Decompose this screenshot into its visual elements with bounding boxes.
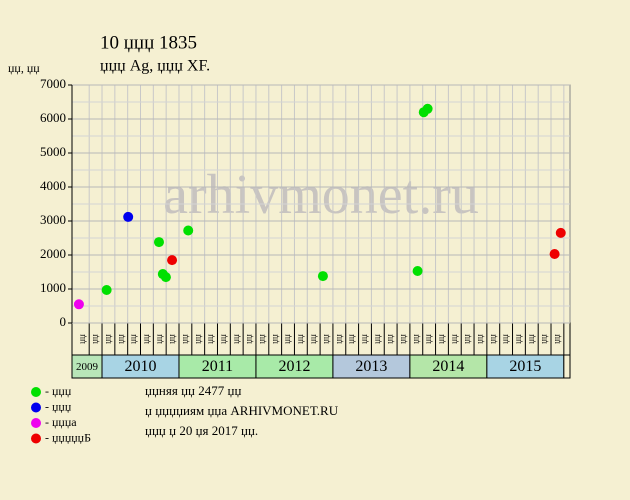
month-label: џџ [244,334,254,344]
y-axis-label: џџ, џџ [8,61,40,75]
data-point [73,299,84,310]
data-point [422,103,433,114]
legend-label: - џџџџџБ [45,430,91,444]
month-label: џџ [551,334,561,344]
legend-marker [31,387,41,397]
month-label: џџ [269,334,279,344]
data-point [183,225,194,236]
chart-subtitle: џџџ Ag, џџџ XF. [100,58,210,75]
year-label: 2010 [125,358,157,375]
y-tick-label: 5000 [40,144,66,159]
month-label: џџ [205,334,215,344]
y-tick-label: 1000 [40,280,66,295]
y-tick-label: 6000 [40,110,66,125]
month-label: џџ [449,334,459,344]
month-label: џџ [231,334,241,344]
note: џ џџџџиям џџа ARHIVMONET.RU [145,403,339,418]
data-point [101,285,112,296]
month-label: џџ [308,334,318,344]
month-label: џџ [410,334,420,344]
month-label: џџ [282,334,292,344]
month-label: џџ [128,334,138,344]
month-label: џџ [398,334,408,344]
note: џџняя џџ 2477 џџ [145,383,241,398]
data-point [167,255,178,266]
month-label: џџ [513,334,523,344]
month-label: џџ [256,334,266,344]
year-label: 2014 [432,358,464,375]
month-label: џџ [436,334,446,344]
month-label: џџ [462,334,472,344]
legend-label: - џџџа [45,415,77,429]
year-label: 2015 [509,358,541,375]
y-tick-label: 0 [60,314,67,329]
y-tick-label: 2000 [40,246,66,261]
data-point [160,272,171,283]
data-point [412,265,423,276]
month-label: џџ [295,334,305,344]
year-label: 2009 [76,361,99,373]
month-label: џџ [487,334,497,344]
month-label: џџ [500,334,510,344]
note: џџџ џ 20 џя 2017 џџ. [145,423,258,438]
month-label: џџ [192,334,202,344]
month-label: џџ [218,334,228,344]
data-point [317,271,328,282]
month-label: џџ [141,334,151,344]
data-point [555,227,566,238]
year-band-tail [563,354,571,379]
data-point [549,248,560,259]
month-label: џџ [372,334,382,344]
month-label: џџ [90,334,100,344]
month-label: џџ [359,334,369,344]
month-label: џџ [423,334,433,344]
data-point [153,237,164,248]
y-tick-label: 7000 [40,76,66,91]
legend-label: - џџџ [45,384,72,398]
month-label: џџ [154,334,164,344]
legend-label: - џџџ [45,399,72,413]
y-tick-label: 3000 [40,212,66,227]
data-point [123,211,134,222]
month-label: џџ [385,334,395,344]
month-label: џџ [77,334,87,344]
month-label: џџ [539,334,549,344]
month-label: џџ [179,334,189,344]
month-label: џџ [346,334,356,344]
y-tick-label: 4000 [40,178,66,193]
month-label: џџ [526,334,536,344]
month-label: џџ [102,334,112,344]
chart-title: 10 џџџ 1835 [100,32,197,53]
month-label: џџ [115,334,125,344]
watermark: arhivmonet.ru [163,164,479,226]
legend-marker [31,433,41,444]
year-label: 2013 [355,358,387,375]
year-label: 2012 [278,358,310,375]
month-label: џџ [475,334,485,344]
year-label: 2011 [202,358,233,375]
legend-marker [31,402,41,413]
legend-marker [31,418,41,428]
month-label: џџ [167,334,177,344]
month-label: џџ [321,334,331,344]
month-label: џџ [333,334,343,344]
